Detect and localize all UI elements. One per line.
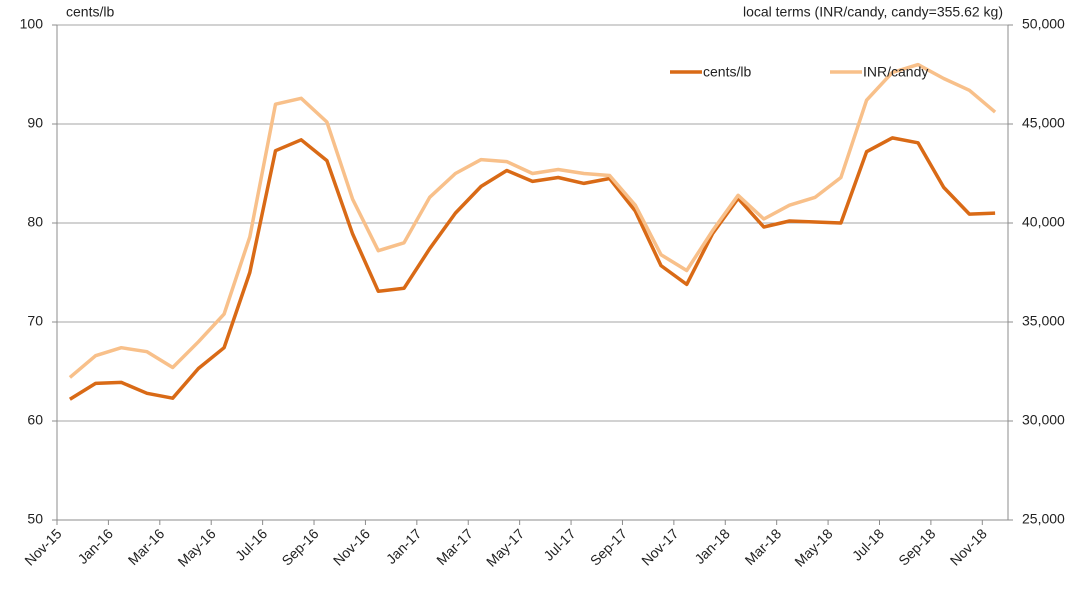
y2-tick-label: 40,000 — [1022, 214, 1065, 230]
x-tick-label: May-16 — [174, 525, 218, 569]
x-tick-label: May-17 — [483, 525, 527, 569]
x-tick-label: Jul-16 — [232, 525, 270, 563]
x-tick-label: Jul-17 — [540, 525, 578, 563]
series-line — [68, 62, 997, 379]
x-tick-label: Nov-17 — [638, 525, 681, 568]
x-tick-label: Nov-15 — [21, 525, 64, 568]
y-tick-label: 70 — [27, 313, 43, 329]
x-tick-label: Jan-18 — [691, 525, 733, 567]
x-tick-label: Mar-17 — [433, 525, 476, 568]
x-tick-label: Mar-18 — [742, 525, 785, 568]
series-line — [68, 136, 996, 401]
x-tick-label: Mar-16 — [125, 525, 168, 568]
x-tick-label: Jul-18 — [849, 525, 887, 563]
x-tick-label: May-18 — [791, 525, 835, 569]
y2-axis-label: local terms (INR/candy, candy=355.62 kg) — [743, 4, 1003, 20]
x-tick-label: Jan-17 — [383, 525, 425, 567]
x-tick-label: Sep-18 — [895, 525, 938, 568]
y2-tick-label: 45,000 — [1022, 115, 1065, 131]
x-tick-label: Nov-18 — [947, 525, 990, 568]
y2-tick-label: 35,000 — [1022, 313, 1065, 329]
y-tick-label: 50 — [27, 511, 43, 527]
y-tick-label: 100 — [20, 16, 44, 32]
y2-tick-label: 25,000 — [1022, 511, 1065, 527]
x-tick-label: Jan-16 — [74, 525, 116, 567]
x-tick-label: Sep-16 — [278, 525, 321, 568]
y-tick-label: 90 — [27, 115, 43, 131]
legend-label: INR/candy — [863, 64, 928, 80]
x-tick-label: Sep-17 — [587, 525, 630, 568]
y2-tick-label: 30,000 — [1022, 412, 1065, 428]
legend-label: cents/lb — [703, 64, 751, 80]
y-tick-label: 60 — [27, 412, 43, 428]
y-tick-label: 80 — [27, 214, 43, 230]
x-tick-label: Nov-16 — [330, 525, 373, 568]
y-axis-label: cents/lb — [66, 4, 114, 20]
y2-tick-label: 50,000 — [1022, 16, 1065, 32]
